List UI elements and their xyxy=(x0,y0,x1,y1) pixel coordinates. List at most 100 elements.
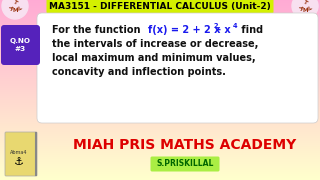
Bar xyxy=(0,94,320,95)
Text: T: T xyxy=(12,0,18,6)
Bar xyxy=(0,131,320,132)
Bar xyxy=(0,112,320,113)
Bar xyxy=(0,115,320,116)
Bar xyxy=(0,122,320,123)
Bar xyxy=(0,177,320,178)
Bar xyxy=(0,57,320,58)
Text: MIAH PRIS MATHS ACADEMY: MIAH PRIS MATHS ACADEMY xyxy=(73,138,297,152)
Bar xyxy=(0,154,320,155)
Bar xyxy=(0,55,320,56)
Bar xyxy=(0,160,320,161)
Bar xyxy=(0,67,320,68)
Bar xyxy=(0,14,320,15)
Bar xyxy=(0,151,320,152)
Bar xyxy=(0,86,320,87)
Bar xyxy=(0,56,320,57)
Bar xyxy=(0,106,320,107)
Bar xyxy=(0,105,320,106)
Bar xyxy=(0,81,320,82)
Bar xyxy=(0,9,320,10)
Bar xyxy=(0,31,320,32)
Bar xyxy=(0,159,320,160)
Bar xyxy=(0,171,320,172)
Bar xyxy=(0,89,320,90)
Circle shape xyxy=(292,0,318,19)
Bar xyxy=(0,150,320,151)
Bar xyxy=(0,48,320,49)
Bar xyxy=(0,162,320,163)
Bar xyxy=(0,123,320,124)
Bar xyxy=(0,46,320,47)
Bar xyxy=(0,85,320,86)
Text: ⚓: ⚓ xyxy=(14,157,24,167)
Bar xyxy=(0,13,320,14)
Bar xyxy=(0,91,320,92)
Bar xyxy=(0,146,320,147)
Text: M: M xyxy=(302,8,308,14)
Bar xyxy=(0,73,320,74)
Bar xyxy=(0,41,320,42)
Bar xyxy=(0,156,320,157)
FancyBboxPatch shape xyxy=(150,156,220,172)
Bar xyxy=(0,130,320,131)
Bar xyxy=(0,38,320,39)
Bar xyxy=(0,69,320,70)
Bar xyxy=(0,18,320,19)
Bar xyxy=(0,36,320,37)
Bar xyxy=(0,135,320,136)
Text: Abma4: Abma4 xyxy=(10,150,28,154)
Bar xyxy=(0,149,320,150)
Text: T: T xyxy=(302,0,308,6)
Bar xyxy=(0,64,320,65)
Bar xyxy=(0,42,320,43)
Bar xyxy=(0,80,320,81)
Bar xyxy=(0,155,320,156)
Text: MA3151 - DIFFERENTIAL CALCULUS (Unit-2): MA3151 - DIFFERENTIAL CALCULUS (Unit-2) xyxy=(49,1,271,10)
Bar xyxy=(0,124,320,125)
Bar xyxy=(0,23,320,24)
Bar xyxy=(0,71,320,72)
Bar xyxy=(0,170,320,171)
Text: M: M xyxy=(12,8,18,14)
Bar xyxy=(0,166,320,167)
Bar xyxy=(0,101,320,102)
Bar xyxy=(0,99,320,100)
Text: local maximum and minimum values,: local maximum and minimum values, xyxy=(52,53,256,63)
Bar xyxy=(0,140,320,141)
Bar xyxy=(0,88,320,89)
Bar xyxy=(0,58,320,59)
Text: concavity and inflection points.: concavity and inflection points. xyxy=(52,67,226,77)
Bar xyxy=(0,98,320,99)
Bar xyxy=(0,179,320,180)
Bar xyxy=(0,133,320,134)
Bar xyxy=(0,102,320,103)
Bar xyxy=(0,77,320,78)
Bar xyxy=(0,43,320,44)
Bar xyxy=(0,84,320,85)
Bar xyxy=(0,3,320,4)
Bar xyxy=(0,169,320,170)
Text: 2: 2 xyxy=(213,22,218,28)
Bar xyxy=(0,143,320,144)
Text: A: A xyxy=(297,5,303,11)
Bar xyxy=(0,32,320,33)
Bar xyxy=(0,95,320,96)
Bar xyxy=(0,59,320,60)
Bar xyxy=(0,139,320,140)
Bar xyxy=(0,44,320,45)
Bar xyxy=(0,132,320,133)
Bar xyxy=(0,100,320,101)
Bar xyxy=(0,158,320,159)
Bar xyxy=(0,97,320,98)
Bar xyxy=(0,126,320,127)
Bar xyxy=(0,1,320,2)
Bar xyxy=(0,78,320,79)
Bar xyxy=(0,120,320,121)
Bar xyxy=(0,25,320,26)
Bar xyxy=(0,83,320,84)
Bar xyxy=(0,76,320,77)
Bar xyxy=(0,164,320,165)
Bar xyxy=(0,108,320,109)
Bar xyxy=(0,137,320,138)
Bar xyxy=(0,5,320,6)
